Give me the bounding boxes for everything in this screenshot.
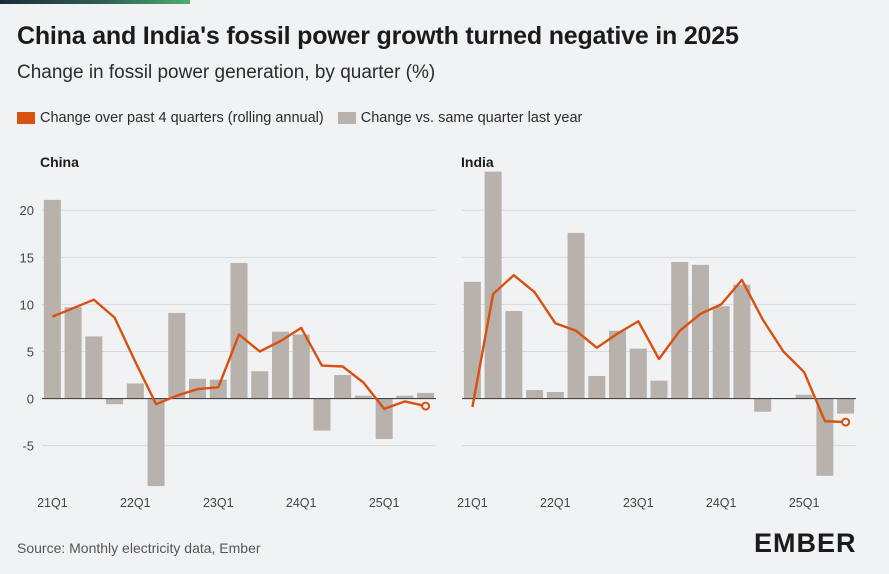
y-tick-label: 20	[20, 203, 34, 218]
bar-india-22Q2	[567, 232, 585, 399]
x-tick-label: 21Q1	[37, 496, 68, 510]
legend-label-bar: Change vs. same quarter last year	[360, 110, 583, 126]
bar-india-25Q1	[795, 394, 813, 399]
bar-india-23Q2	[650, 380, 668, 399]
source-note: Source: Monthly electricity data, Ember	[17, 540, 261, 556]
x-tick-label: 25Q1	[789, 496, 820, 510]
y-tick-label: 0	[27, 392, 34, 407]
bar-china-25Q2	[396, 395, 414, 399]
bar-china-23Q4	[271, 331, 289, 399]
bar-india-25Q2	[816, 398, 834, 476]
bar-india-25Q3	[837, 398, 855, 414]
panel-title-china: China	[40, 154, 79, 170]
bar-india-22Q3	[588, 375, 606, 399]
bar-china-24Q4	[354, 395, 372, 399]
bar-china-21Q2	[64, 307, 82, 399]
bar-india-21Q2	[484, 171, 502, 399]
bar-china-22Q1	[126, 383, 144, 399]
bar-china-21Q4	[106, 398, 124, 405]
bar-china-22Q2	[147, 398, 165, 487]
bar-china-21Q1	[43, 199, 61, 399]
x-tick-label: 23Q1	[623, 496, 654, 510]
chart-subtitle: Change in fossil power generation, by qu…	[17, 62, 436, 83]
bar-india-24Q2	[733, 284, 751, 399]
bar-india-21Q4	[526, 390, 544, 399]
y-tick-label: 5	[27, 344, 34, 359]
bar-india-23Q1	[629, 348, 647, 399]
line-end-marker-india	[841, 417, 851, 427]
bar-india-21Q1	[463, 281, 481, 399]
bar-china-23Q2	[230, 262, 248, 399]
x-tick-label: 22Q1	[540, 496, 571, 510]
legend-swatch-bar	[337, 112, 356, 124]
x-tick-label: 24Q1	[706, 496, 737, 510]
legend-label-line: Change over past 4 quarters (rolling ann…	[40, 110, 324, 126]
legend-item-bar: Change vs. same quarter last year	[337, 110, 583, 126]
bar-china-22Q3	[168, 312, 186, 399]
x-tick-label: 24Q1	[286, 496, 317, 510]
y-tick-label: 15	[20, 250, 34, 265]
bar-india-23Q4	[691, 264, 709, 399]
bar-india-21Q3	[505, 310, 523, 399]
bar-china-24Q3	[334, 375, 352, 399]
bar-china-23Q3	[251, 371, 269, 399]
bar-india-24Q3	[754, 398, 772, 412]
bar-china-25Q3	[417, 392, 435, 399]
legend: Change over past 4 quarters (rolling ann…	[17, 110, 596, 126]
x-tick-label: 23Q1	[203, 496, 234, 510]
x-tick-label: 22Q1	[120, 496, 151, 510]
line-end-marker-china	[421, 401, 431, 411]
brand-accent-bar	[0, 0, 190, 4]
y-tick-label: -5	[22, 439, 34, 454]
chart-title: China and India's fossil power growth tu…	[17, 22, 739, 50]
bar-india-22Q4	[609, 330, 627, 399]
line-india-rolling	[471, 274, 846, 424]
bar-india-24Q1	[712, 306, 730, 399]
ember-logo: EMBER	[754, 528, 857, 559]
logo-text: EMBER	[754, 528, 857, 558]
legend-item-line: Change over past 4 quarters (rolling ann…	[17, 110, 324, 126]
x-tick-label: 25Q1	[369, 496, 400, 510]
bar-india-22Q1	[546, 391, 564, 399]
bar-china-24Q2	[313, 398, 331, 431]
y-tick-label: 10	[20, 297, 34, 312]
bar-china-21Q3	[85, 336, 103, 399]
x-tick-label: 21Q1	[457, 496, 488, 510]
line-china-rolling	[51, 298, 426, 411]
panel-title-india: India	[461, 154, 494, 170]
bar-china-25Q1	[375, 398, 393, 440]
bar-china-24Q1	[292, 334, 310, 399]
bar-china-23Q1	[209, 379, 227, 399]
legend-swatch-line	[17, 112, 35, 124]
